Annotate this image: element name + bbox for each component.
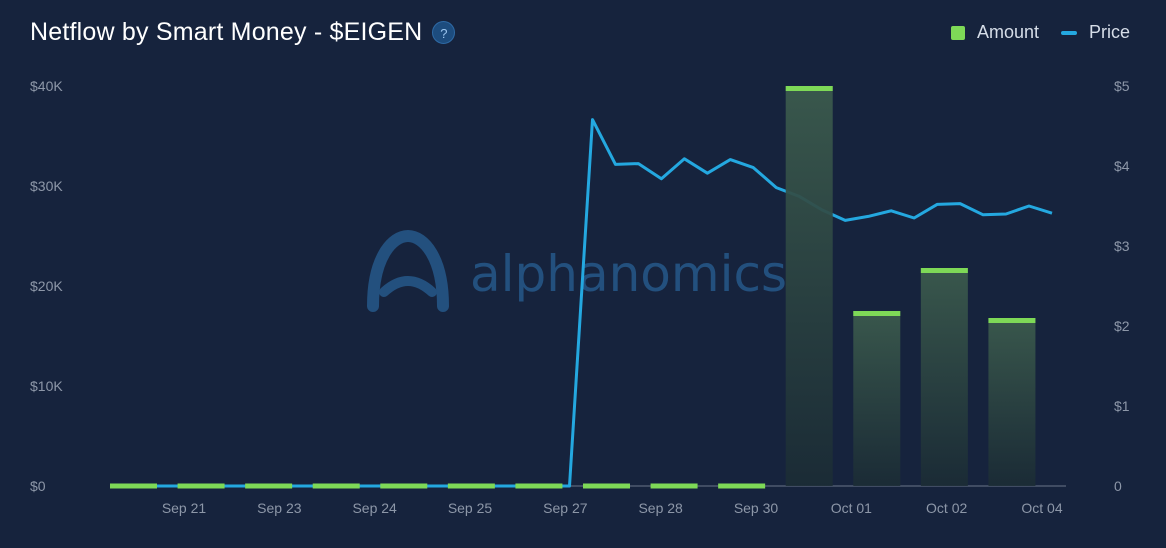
amount-bar xyxy=(853,311,901,486)
right-axis-tick: 0 xyxy=(1114,478,1122,494)
amount-bar-cap xyxy=(110,483,157,489)
amount-bar-cap xyxy=(380,483,428,489)
amount-bar xyxy=(920,268,968,486)
amount-bar-cap xyxy=(785,86,833,91)
right-axis-tick: $5 xyxy=(1114,78,1130,94)
right-axis-tick: $1 xyxy=(1114,398,1130,414)
price-swatch-icon xyxy=(1060,30,1077,35)
amount-bar-cap xyxy=(650,483,698,489)
x-axis-tick: Sep 23 xyxy=(257,500,302,516)
x-axis-tick: Sep 28 xyxy=(638,500,683,516)
help-icon[interactable]: ? xyxy=(432,21,456,44)
x-axis-tick: Oct 01 xyxy=(831,500,872,516)
right-axis-tick: $3 xyxy=(1114,238,1130,254)
legend-price-label: Price xyxy=(1088,22,1130,42)
amount-bar-cap xyxy=(583,483,630,489)
amount-bar xyxy=(785,86,833,486)
chart-title: Netflow by Smart Money - $EIGEN ? xyxy=(30,18,456,47)
amount-bar-cap xyxy=(177,483,225,489)
watermark-logo-arch xyxy=(379,276,437,297)
x-axis-tick: Sep 25 xyxy=(448,500,493,516)
amount-swatch-icon xyxy=(950,25,965,40)
legend-item-price[interactable]: Price xyxy=(1060,22,1130,43)
watermark-text: alphanomics xyxy=(470,245,787,303)
amount-bar-cap xyxy=(920,268,968,273)
chart-title-text: Netflow by Smart Money - $EIGEN xyxy=(30,18,423,46)
amount-bar-cap xyxy=(312,483,360,489)
legend-amount-label: Amount xyxy=(976,22,1039,42)
legend-item-amount[interactable]: Amount xyxy=(950,22,1039,43)
left-axis-tick: $10K xyxy=(30,378,63,394)
price-line xyxy=(110,118,1053,488)
amount-bar-cap xyxy=(718,483,766,489)
x-axis-tick: Oct 02 xyxy=(926,500,967,516)
amount-bar-cap xyxy=(515,483,563,489)
x-axis-tick: Sep 27 xyxy=(543,500,588,516)
left-axis-tick: $30K xyxy=(30,178,63,194)
watermark-logo-icon xyxy=(367,229,449,312)
amount-bar-cap xyxy=(245,483,293,489)
x-axis-tick: Sep 30 xyxy=(734,500,779,516)
right-axis-tick: $2 xyxy=(1114,318,1130,334)
amount-bar-cap xyxy=(447,483,495,489)
amount-bar-cap xyxy=(988,318,1036,323)
x-axis-tick: Sep 21 xyxy=(162,500,207,516)
left-axis-tick: $0 xyxy=(30,478,46,494)
chart-legend: Amount Price xyxy=(950,22,1130,43)
x-axis-tick: Oct 04 xyxy=(1021,500,1062,516)
right-axis-tick: $4 xyxy=(1114,158,1130,174)
x-axis-tick: Sep 24 xyxy=(352,500,397,516)
amount-bar-cap xyxy=(853,311,901,316)
left-axis-tick: $20K xyxy=(30,278,63,294)
left-axis-tick: $40K xyxy=(30,78,63,94)
amount-bar xyxy=(988,318,1036,486)
